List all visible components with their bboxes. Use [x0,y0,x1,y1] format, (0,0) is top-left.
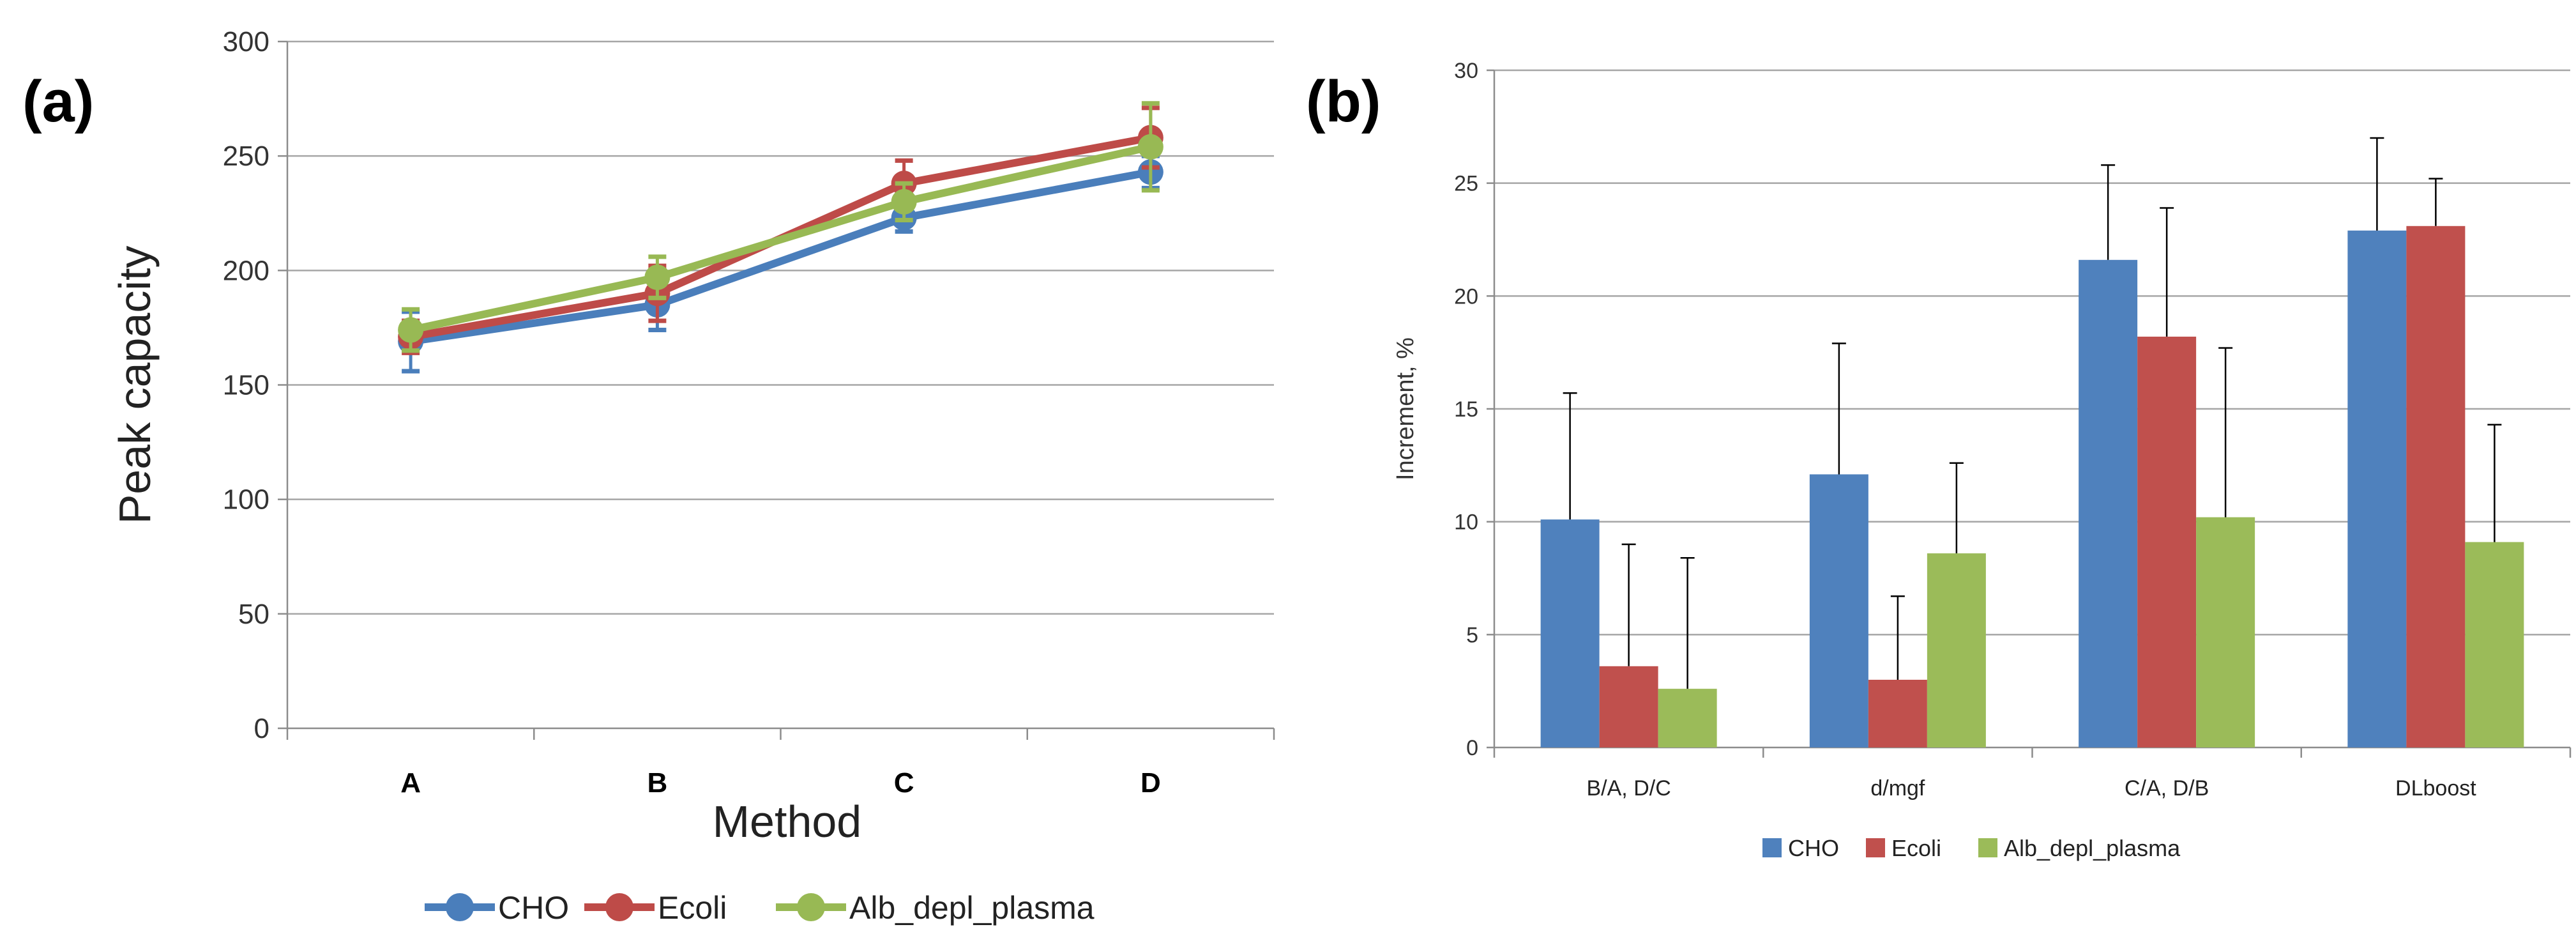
panel-b-bar-chart: (b) 0 5 10 15 20 25 30 B/A, D/C d/mgf C/A, D/B DL… [1306,59,2572,861]
panel-b-x-category-labels: B/A, D/C d/mgf C/A, D/B DLboost [1587,776,2477,801]
panel-b-y-tick-label: 5 [1466,623,1478,647]
panel-b-y-tick-label: 0 [1466,736,1478,760]
panel-a-data-point [644,264,671,291]
panel-b-bar-cho [1540,519,1600,747]
panel-a-series-alb-depl-plasma [398,101,1163,353]
panel-b-x-category-label: B/A, D/C [1587,776,1671,801]
panel-a-x-category-label: A [400,767,421,799]
panel-b-y-tick-labels: 0 5 10 15 20 25 30 [1454,59,1478,760]
panel-a-y-tick-label: 100 [223,484,269,516]
panel-b-y-tick-label: 15 [1454,397,1478,422]
panel-a-x-category-label: B [647,767,667,799]
panel-b-x-category-label: DLboost [2395,776,2476,801]
panel-b-bars [1540,137,2524,747]
panel-a-series-line-alb-depl-plasma [409,142,1152,334]
panel-b-bar-ecoli [2137,336,2197,747]
panel-a-legend-marker [797,893,825,921]
panel-a-legend-marker [446,893,474,921]
panel-a-data-point [398,317,424,343]
panel-b-bar-alb-depl-plasma [1927,553,1986,747]
panel-b-legend-label: Alb_depl_plasma [2004,835,2181,861]
panel-a-y-tick-label: 250 [223,141,269,172]
panel-a-series-cho [398,153,1163,374]
panel-a-legend: CHO Ecoli Alb_depl_plasma [425,890,1095,926]
panel-a-label: (a) [22,69,94,134]
panel-a-x-category-labels: A B C D [400,767,1161,799]
panel-b-legend-swatch [1866,838,1885,857]
panel-b-x-category-label: C/A, D/B [2125,776,2209,801]
panel-a-x-axis-title: Method [713,797,861,847]
panel-b-bar-ecoli [1599,666,1658,747]
panel-a-line-chart: (a) 0 50 100 150 200 250 300 A B C D Peak capacit… [22,26,1275,926]
panel-a-series-line-cho [410,168,1151,346]
panel-b-legend-swatch [1978,838,1997,857]
panel-a-legend-label: Ecoli [658,890,727,926]
panel-b-bar-ecoli [1868,680,1927,747]
panel-a-y-tick-label: 0 [254,713,269,744]
panel-b-y-tick-label: 10 [1454,510,1478,535]
panel-b-bar-cho [2347,230,2407,747]
panel-a-x-category-label: C [894,767,914,799]
panel-b-y-tick-label: 20 [1454,284,1478,309]
panel-b-legend: CHO Ecoli Alb_depl_plasma [1762,835,2181,861]
panel-b-legend-swatch [1762,838,1782,857]
panel-b-bar-ecoli [2406,226,2466,747]
panel-b-bar-cho [1809,474,1868,747]
panel-a-legend-label: Alb_depl_plasma [849,890,1095,926]
panel-a-series [398,101,1163,374]
panel-a-data-point [891,188,917,215]
panel-b-y-tick-label: 30 [1454,59,1478,83]
panel-b-legend-label: Ecoli [1891,835,1941,861]
panel-a-legend-marker [605,893,633,921]
panel-a-y-tick-label: 300 [223,26,269,57]
panel-b-bar-alb-depl-plasma [2196,517,2255,747]
panel-b-label: (b) [1306,69,1381,134]
panel-b-x-category-label: d/mgf [1870,776,1925,801]
panel-b-bar-cho [2079,259,2138,747]
panel-a-legend-label: CHO [498,890,569,926]
panel-b-legend-label: CHO [1788,835,1839,861]
panel-a-y-tick-label: 200 [223,255,269,286]
panel-a-y-tick-label: 150 [223,370,269,401]
panel-a-y-tick-labels: 0 50 100 150 200 250 300 [223,26,269,744]
panel-b-y-tick-label: 25 [1454,172,1478,196]
panel-a-x-category-label: D [1140,767,1161,799]
panel-b-bar-alb-depl-plasma [1658,689,1717,747]
panel-b-y-axis-title: Increment, % [1392,337,1419,480]
panel-a-y-tick-label: 50 [238,599,269,630]
panel-b-bar-alb-depl-plasma [2465,542,2524,747]
panel-a-data-point [1137,134,1163,160]
panel-a-y-axis-title: Peak capacity [110,246,160,525]
panel-a-series-ecoli [398,105,1163,355]
